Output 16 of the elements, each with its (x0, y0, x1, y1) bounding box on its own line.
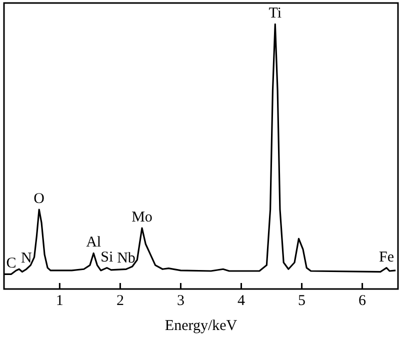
x-tick-label: 6 (358, 292, 367, 309)
annotation: Ti (268, 6, 282, 22)
annotation: N (20, 250, 32, 267)
annotation: Al (86, 234, 102, 251)
x-tick-label: 5 (298, 292, 306, 309)
annotation: Si (100, 249, 114, 266)
x-tick-label: 1 (56, 292, 64, 309)
annotation: Mo (132, 210, 152, 226)
x-tick-label: 3 (176, 292, 184, 309)
x-axis-title: Energy/keV (164, 318, 238, 334)
annotation: Nb (117, 250, 136, 267)
x-tick-label: 2 (116, 292, 124, 309)
annotation: C (6, 256, 16, 272)
x-tick-label: 4 (237, 292, 246, 309)
annotation: O (34, 190, 45, 207)
annotation: Fe (379, 249, 394, 266)
